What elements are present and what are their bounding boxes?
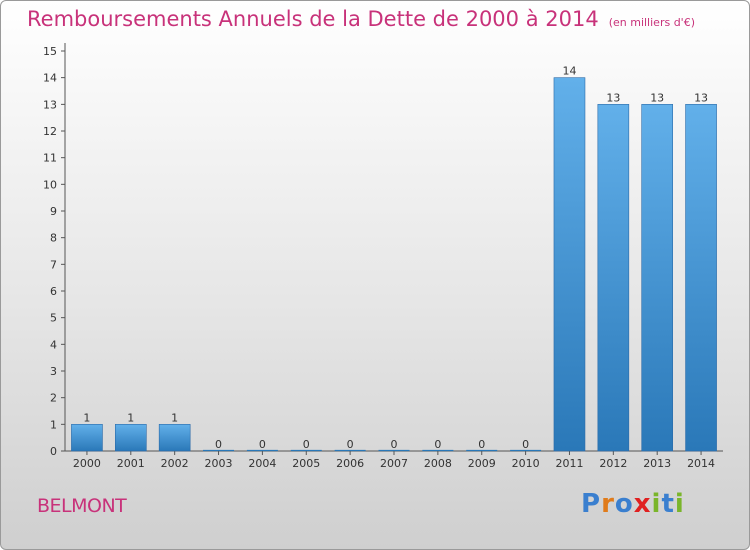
bar-2001 — [115, 424, 147, 452]
value-label-2003: 0 — [215, 438, 222, 451]
x-tick-label: 2002 — [161, 457, 189, 470]
y-tick-label: 14 — [43, 72, 57, 85]
x-tick-label: 2010 — [512, 457, 540, 470]
x-tick-label: 2004 — [248, 457, 276, 470]
y-tick-label: 10 — [43, 178, 57, 191]
y-tick-label: 3 — [50, 365, 57, 378]
y-tick-label: 9 — [50, 205, 57, 218]
y-tick-label: 5 — [50, 312, 57, 325]
x-tick-label: 2003 — [205, 457, 233, 470]
chart-unit: (en milliers d'€) — [608, 16, 695, 29]
value-label-2008: 0 — [434, 438, 441, 451]
y-tick-label: 8 — [50, 232, 57, 245]
y-tick-label: 2 — [50, 392, 57, 405]
bar-2011 — [553, 77, 586, 452]
value-label-2012: 13 — [606, 91, 620, 104]
y-tick-label: 15 — [43, 45, 57, 58]
value-label-2007: 0 — [391, 438, 398, 451]
y-tick-label: 13 — [43, 98, 57, 111]
bar-2012 — [597, 104, 630, 452]
bar-2002 — [158, 424, 191, 452]
value-label-2011: 14 — [562, 65, 576, 78]
y-tick-label: 0 — [50, 445, 57, 458]
x-tick-label: 2011 — [555, 457, 583, 470]
chart-title-text: Remboursements Annuels de la Dette de 20… — [27, 7, 599, 31]
logo-letter: x — [633, 489, 652, 519]
logo-letter: i — [651, 489, 662, 519]
bar-2000 — [71, 424, 103, 452]
x-tick-label: 2009 — [468, 457, 496, 470]
chart-labels: 2000 1 2001 1 2002 1 2003 0 2004 0 2005 0 2006 0 2007 0… — [73, 65, 715, 470]
value-label-2000: 1 — [83, 411, 90, 424]
value-label-2013: 13 — [650, 91, 664, 104]
y-tick-label: 6 — [50, 285, 57, 298]
x-tick-label: 2006 — [336, 457, 364, 470]
logo-letter: o — [614, 489, 634, 519]
value-label-2002: 1 — [171, 411, 178, 424]
x-tick-label: 2007 — [380, 457, 408, 470]
proxiti-logo: Proxiti — [581, 489, 685, 519]
x-tick-label: 2000 — [73, 457, 101, 470]
x-tick-label: 2013 — [643, 457, 671, 470]
value-label-2004: 0 — [259, 438, 266, 451]
x-tick-label: 2014 — [687, 457, 715, 470]
logo-letter: P — [581, 489, 602, 519]
y-tick-label: 1 — [50, 418, 57, 431]
chart-bars — [71, 77, 717, 452]
logo-letter: t — [661, 489, 675, 519]
x-tick-label: 2008 — [424, 457, 452, 470]
value-label-2009: 0 — [478, 438, 485, 451]
x-tick-label: 2005 — [292, 457, 320, 470]
commune-name: BELMONT — [37, 495, 127, 517]
chart-title: Remboursements Annuels de la Dette de 20… — [27, 7, 695, 31]
logo-letter: i — [674, 489, 685, 519]
bar-2014 — [685, 104, 717, 452]
y-tick-label: 11 — [43, 152, 57, 165]
logo-letter: r — [601, 489, 615, 519]
bar-2013 — [641, 104, 674, 452]
y-tick-label: 7 — [50, 258, 57, 271]
value-label-2001: 1 — [127, 411, 134, 424]
y-tick-label: 4 — [50, 338, 57, 351]
value-label-2010: 0 — [522, 438, 529, 451]
x-tick-label: 2012 — [599, 457, 627, 470]
y-tick-label: 12 — [43, 125, 57, 138]
value-label-2006: 0 — [347, 438, 354, 451]
value-label-2014: 13 — [694, 91, 708, 104]
x-tick-label: 2001 — [117, 457, 145, 470]
value-label-2005: 0 — [303, 438, 310, 451]
